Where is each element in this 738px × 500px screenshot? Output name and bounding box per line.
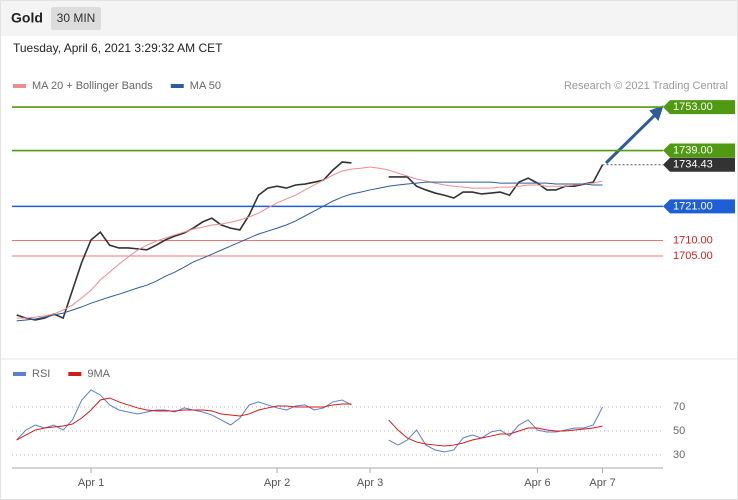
legend-label: MA 20 + Bollinger Bands <box>32 80 153 92</box>
header-bar <box>0 0 738 36</box>
legend-swatch <box>170 84 184 88</box>
price-line <box>388 164 604 199</box>
level-tag <box>663 157 735 172</box>
level-tag <box>663 143 735 158</box>
y-tick-label: 70 <box>673 401 685 413</box>
legend-swatch <box>13 372 26 376</box>
forecast-arrow <box>604 112 658 165</box>
forecast-arrow-head <box>649 105 664 121</box>
legend-label: RSI <box>32 368 50 380</box>
legend-label: 9MA <box>87 368 110 380</box>
price-line <box>16 161 352 321</box>
level-label: 1710.00 <box>673 234 713 246</box>
timeframe-button[interactable] <box>51 7 101 30</box>
legend-label: MA 50 <box>190 80 221 92</box>
rsi-line <box>388 406 603 453</box>
x-tick-label: Apr 3 <box>357 477 383 489</box>
legend-swatch <box>68 372 82 376</box>
instrument-title: Gold <box>11 10 43 26</box>
level-label: 1721.00 <box>673 200 713 212</box>
timeframe-label[interactable]: 30 MIN <box>57 11 96 25</box>
level-label: 1753.00 <box>673 101 713 113</box>
level-tag <box>663 100 735 115</box>
ma-line <box>16 181 603 322</box>
level-label: 1739.00 <box>673 144 713 156</box>
rsi-line <box>388 419 603 447</box>
rsi-line <box>16 397 352 441</box>
ma-line <box>16 166 603 319</box>
level-label: 1734.43 <box>673 159 713 171</box>
timestamp: Tuesday, April 6, 2021 3:29:32 AM CET <box>13 41 223 55</box>
y-tick-label: 50 <box>673 425 685 437</box>
rsi-line <box>16 389 352 441</box>
copyright-note: Research © 2021 Trading Central <box>564 80 728 92</box>
level-tag <box>663 199 735 214</box>
x-tick-label: Apr 2 <box>264 477 290 489</box>
level-label: 1705.00 <box>673 250 713 262</box>
x-tick-label: Apr 7 <box>589 477 615 489</box>
legend-swatch <box>13 84 26 88</box>
x-tick-label: Apr 1 <box>78 477 104 489</box>
y-tick-label: 30 <box>673 449 685 461</box>
x-tick-label: Apr 6 <box>524 477 550 489</box>
